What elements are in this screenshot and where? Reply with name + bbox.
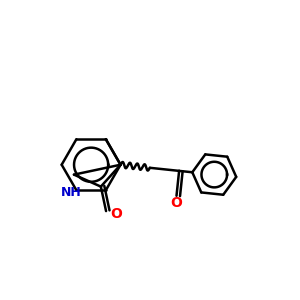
Text: NH: NH <box>61 186 82 200</box>
Text: O: O <box>170 196 182 210</box>
Text: O: O <box>110 207 122 221</box>
